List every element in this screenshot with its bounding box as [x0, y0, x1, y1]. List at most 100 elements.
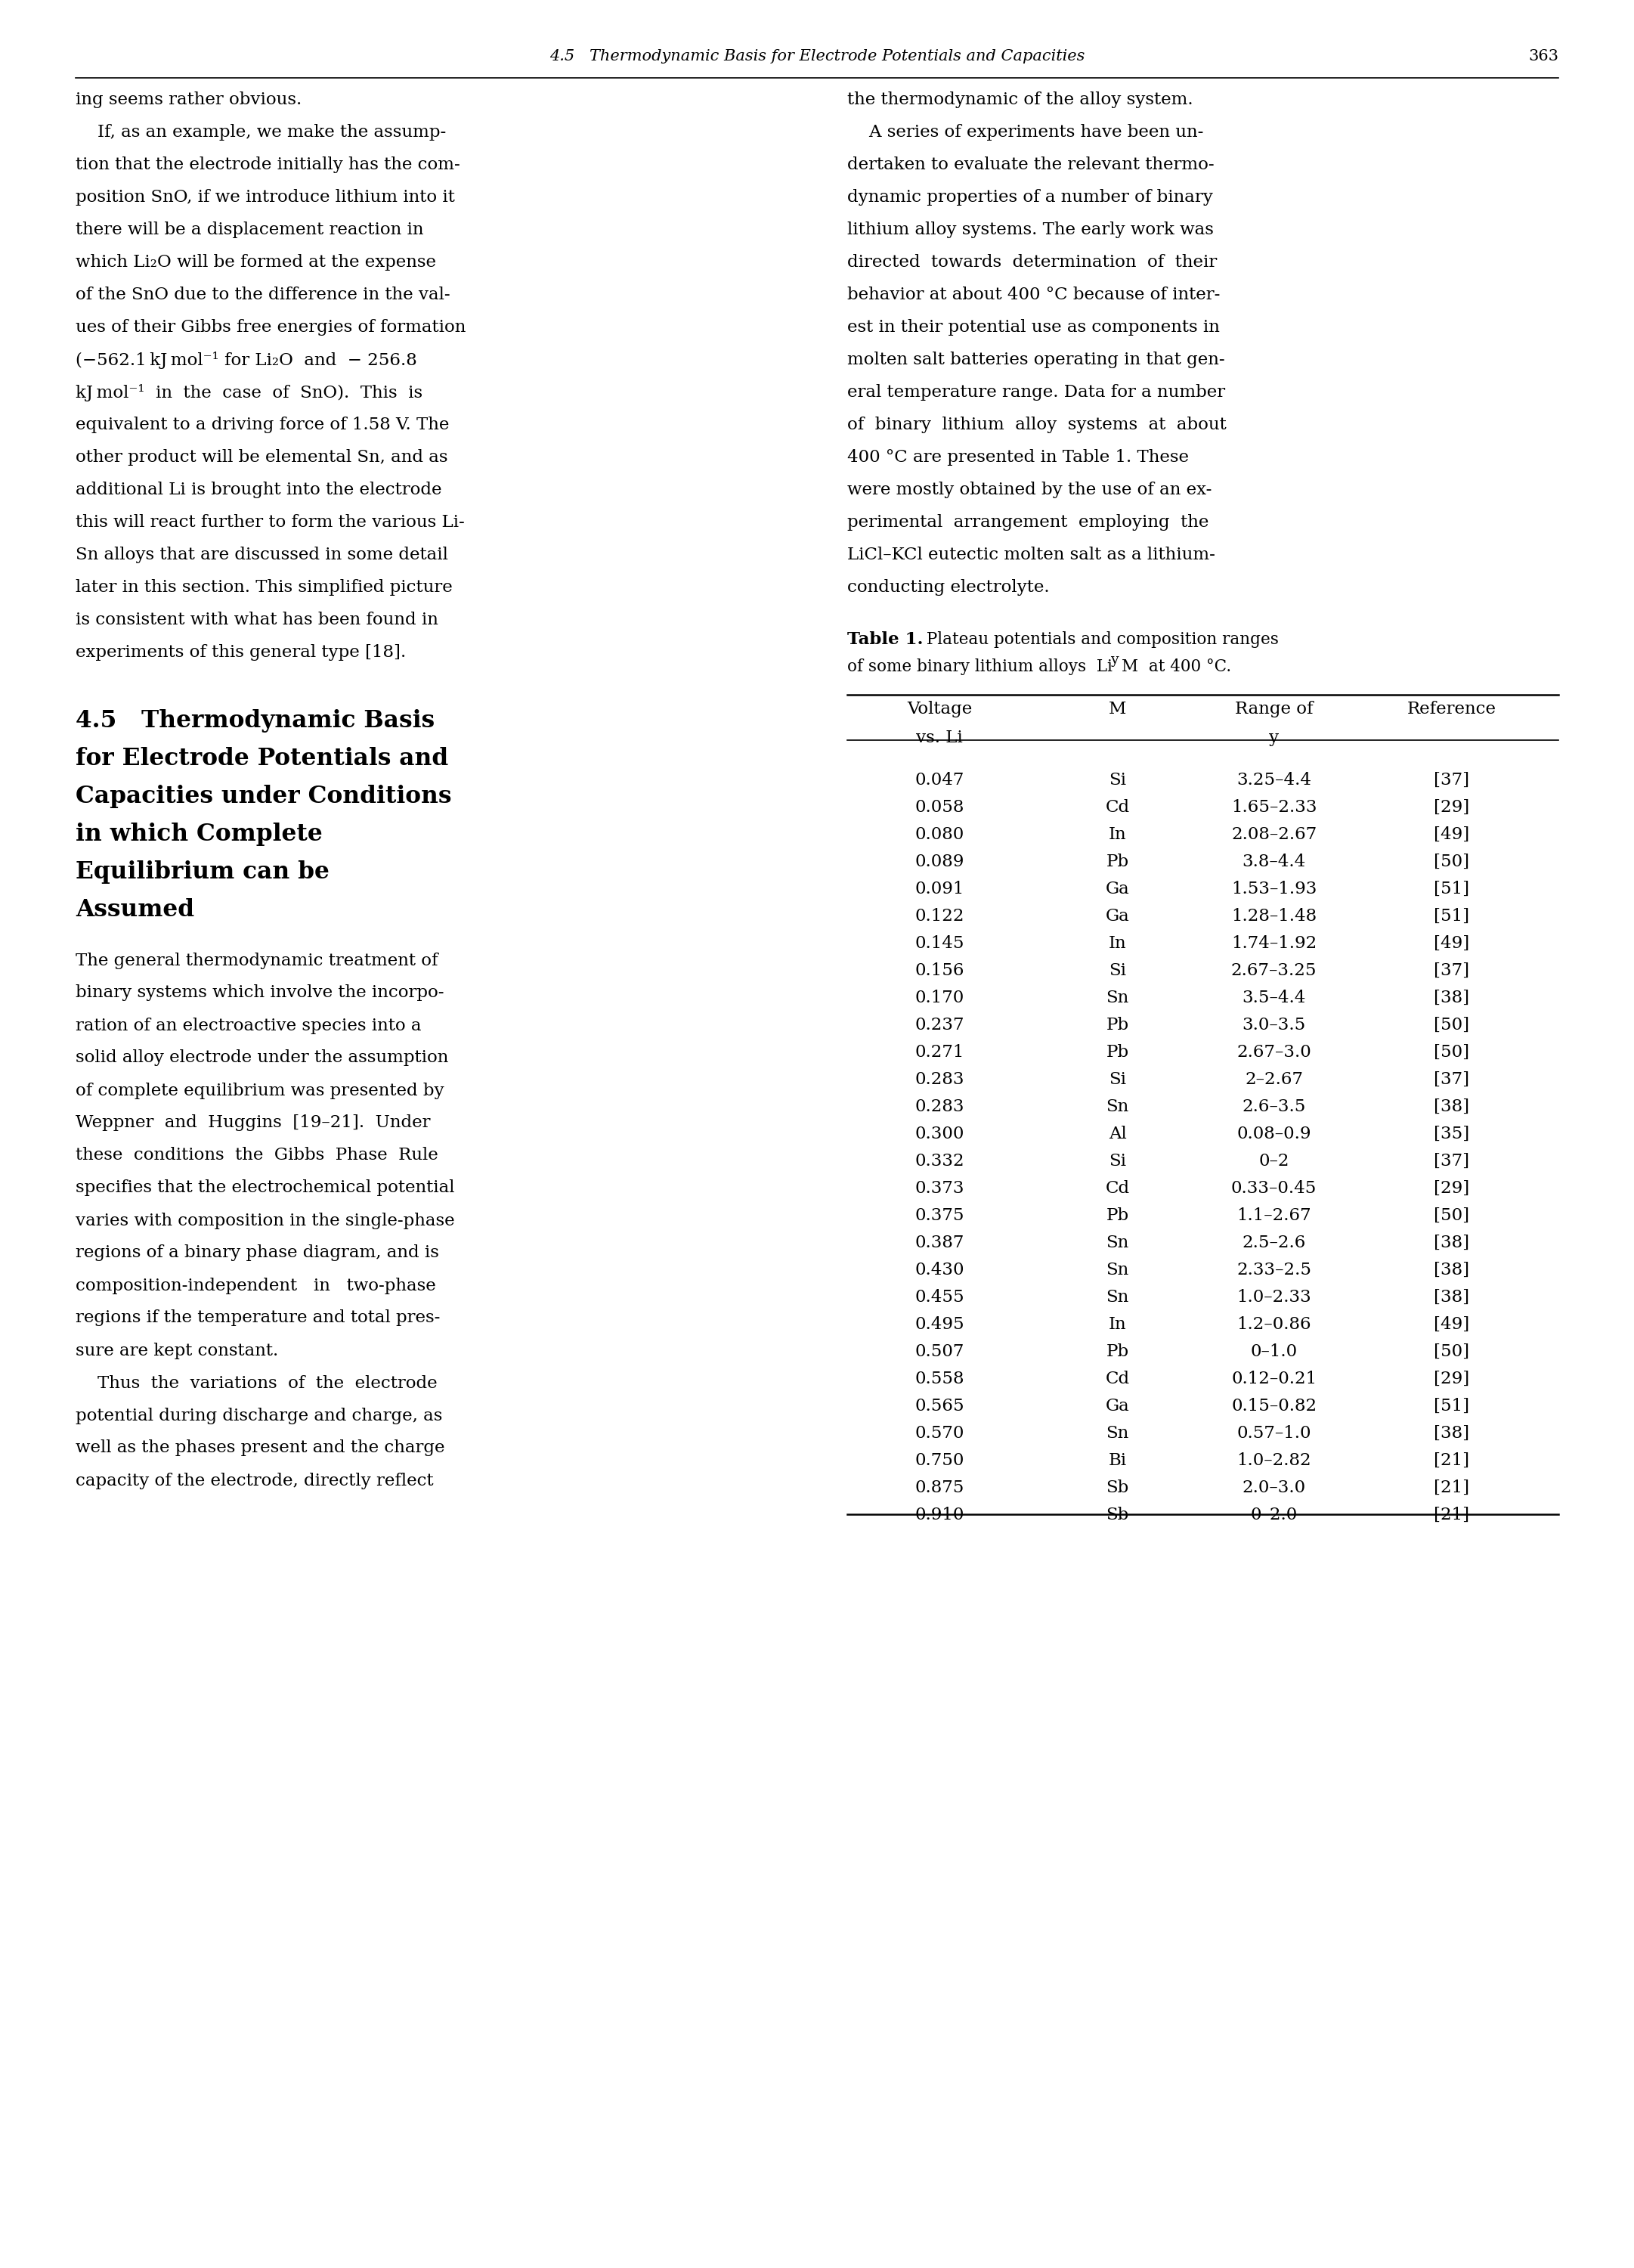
Text: Si: Si	[1109, 771, 1126, 789]
Text: [38]: [38]	[1435, 1424, 1469, 1442]
Text: [49]: [49]	[1435, 1315, 1469, 1334]
Text: later in this section. This simplified picture: later in this section. This simplified p…	[75, 578, 453, 596]
Text: In: In	[1108, 1315, 1126, 1334]
Text: Si: Si	[1109, 1070, 1126, 1089]
Text: [51]: [51]	[1435, 1397, 1469, 1415]
Text: Ga: Ga	[1106, 1397, 1129, 1415]
Text: [50]: [50]	[1435, 1207, 1469, 1225]
Text: 4.5   Thermodynamic Basis: 4.5 Thermodynamic Basis	[75, 710, 435, 733]
Text: Voltage: Voltage	[907, 701, 972, 717]
Text: ing seems rather obvious.: ing seems rather obvious.	[75, 91, 302, 109]
Text: 1.65–2.33: 1.65–2.33	[1230, 798, 1317, 816]
Text: sure are kept constant.: sure are kept constant.	[75, 1343, 278, 1359]
Text: [21]: [21]	[1435, 1452, 1469, 1470]
Text: position SnO, if we introduce lithium into it: position SnO, if we introduce lithium in…	[75, 188, 454, 206]
Text: perimental  arrangement  employing  the: perimental arrangement employing the	[848, 515, 1209, 531]
Text: Ga: Ga	[1106, 880, 1129, 898]
Text: the thermodynamic of the alloy system.: the thermodynamic of the alloy system.	[848, 91, 1193, 109]
Text: [49]: [49]	[1435, 826, 1469, 844]
Text: [29]: [29]	[1435, 1370, 1469, 1388]
Text: [37]: [37]	[1435, 1070, 1469, 1089]
Text: 3.5–4.4: 3.5–4.4	[1242, 989, 1306, 1007]
Text: 0.387: 0.387	[915, 1234, 964, 1252]
Text: (−562.1 kJ mol⁻¹ for Li₂O  and  − 256.8: (−562.1 kJ mol⁻¹ for Li₂O and − 256.8	[75, 352, 417, 370]
Text: tion that the electrode initially has the com-: tion that the electrode initially has th…	[75, 156, 461, 172]
Text: 0.145: 0.145	[915, 934, 964, 953]
Text: 0.332: 0.332	[915, 1152, 964, 1170]
Text: 4.5   Thermodynamic Basis for Electrode Potentials and Capacities: 4.5 Thermodynamic Basis for Electrode Po…	[549, 50, 1085, 64]
Text: [37]: [37]	[1435, 1152, 1469, 1170]
Text: The general thermodynamic treatment of: The general thermodynamic treatment of	[75, 953, 438, 968]
Text: Ga: Ga	[1106, 907, 1129, 925]
Text: M  at 400 °C.: M at 400 °C.	[1121, 658, 1232, 676]
Text: additional Li is brought into the electrode: additional Li is brought into the electr…	[75, 481, 441, 499]
Text: 0.375: 0.375	[915, 1207, 964, 1225]
Text: [37]: [37]	[1435, 962, 1469, 980]
Text: 0.373: 0.373	[915, 1179, 964, 1198]
Text: capacity of the electrode, directly reflect: capacity of the electrode, directly refl…	[75, 1472, 433, 1490]
Text: 0.15–0.82: 0.15–0.82	[1230, 1397, 1317, 1415]
Text: y: y	[1270, 730, 1279, 746]
Text: 1.0–2.82: 1.0–2.82	[1237, 1452, 1310, 1470]
Text: ues of their Gibbs free energies of formation: ues of their Gibbs free energies of form…	[75, 320, 466, 336]
Text: Thus  the  variations  of  the  electrode: Thus the variations of the electrode	[75, 1374, 438, 1390]
Text: Al: Al	[1108, 1125, 1126, 1143]
Text: [50]: [50]	[1435, 1343, 1469, 1361]
Text: 0.750: 0.750	[915, 1452, 964, 1470]
Text: molten salt batteries operating in that gen-: molten salt batteries operating in that …	[848, 352, 1226, 367]
Text: for Electrode Potentials and: for Electrode Potentials and	[75, 746, 448, 771]
Text: 0.455: 0.455	[915, 1288, 964, 1306]
Text: [50]: [50]	[1435, 1043, 1469, 1061]
Text: [38]: [38]	[1435, 1234, 1469, 1252]
Text: directed  towards  determination  of  their: directed towards determination of their	[848, 254, 1217, 270]
Text: kJ mol⁻¹  in  the  case  of  SnO).  This  is: kJ mol⁻¹ in the case of SnO). This is	[75, 383, 423, 401]
Text: there will be a displacement reaction in: there will be a displacement reaction in	[75, 222, 423, 238]
Text: 0–2: 0–2	[1258, 1152, 1289, 1170]
Text: [38]: [38]	[1435, 1288, 1469, 1306]
Text: 363: 363	[1528, 50, 1559, 64]
Text: this will react further to form the various Li-: this will react further to form the vari…	[75, 515, 464, 531]
Text: 0.237: 0.237	[915, 1016, 964, 1034]
Text: [51]: [51]	[1435, 880, 1469, 898]
Text: specifies that the electrochemical potential: specifies that the electrochemical poten…	[75, 1179, 454, 1198]
Text: Pb: Pb	[1106, 1016, 1129, 1034]
Text: [38]: [38]	[1435, 989, 1469, 1007]
Text: were mostly obtained by the use of an ex-: were mostly obtained by the use of an ex…	[848, 481, 1212, 499]
Text: 0.57–1.0: 0.57–1.0	[1237, 1424, 1310, 1442]
Text: Plateau potentials and composition ranges: Plateau potentials and composition range…	[922, 631, 1279, 649]
Text: other product will be elemental Sn, and as: other product will be elemental Sn, and …	[75, 449, 448, 465]
Text: in which Complete: in which Complete	[75, 823, 322, 846]
Text: 3.0–3.5: 3.0–3.5	[1242, 1016, 1306, 1034]
Text: 3.25–4.4: 3.25–4.4	[1237, 771, 1312, 789]
Text: [35]: [35]	[1435, 1125, 1469, 1143]
Text: 0.089: 0.089	[915, 853, 964, 871]
Text: Cd: Cd	[1105, 798, 1129, 816]
Text: LiCl–KCl eutectic molten salt as a lithium-: LiCl–KCl eutectic molten salt as a lithi…	[848, 547, 1216, 562]
Text: of the SnO due to the difference in the val-: of the SnO due to the difference in the …	[75, 286, 449, 304]
Text: [21]: [21]	[1435, 1479, 1469, 1497]
Text: Pb: Pb	[1106, 1207, 1129, 1225]
Text: [29]: [29]	[1435, 798, 1469, 816]
Text: 2.33–2.5: 2.33–2.5	[1237, 1261, 1312, 1279]
Text: Cd: Cd	[1105, 1179, 1129, 1198]
Text: 2.0–3.0: 2.0–3.0	[1242, 1479, 1306, 1497]
Text: potential during discharge and charge, as: potential during discharge and charge, a…	[75, 1406, 443, 1424]
Text: Sn: Sn	[1106, 1424, 1129, 1442]
Text: 0.080: 0.080	[915, 826, 964, 844]
Text: of some binary lithium alloys  Li: of some binary lithium alloys Li	[848, 658, 1113, 676]
Text: of  binary  lithium  alloy  systems  at  about: of binary lithium alloy systems at about	[848, 417, 1227, 433]
Text: regions if the temperature and total pres-: regions if the temperature and total pre…	[75, 1311, 440, 1327]
Text: 0.08–0.9: 0.08–0.9	[1237, 1125, 1310, 1143]
Text: 1.74–1.92: 1.74–1.92	[1230, 934, 1317, 953]
Text: 2.5–2.6: 2.5–2.6	[1242, 1234, 1306, 1252]
Text: lithium alloy systems. The early work was: lithium alloy systems. The early work wa…	[848, 222, 1214, 238]
Text: 3.8–4.4: 3.8–4.4	[1242, 853, 1306, 871]
Text: Sn: Sn	[1106, 1234, 1129, 1252]
Text: Sn alloys that are discussed in some detail: Sn alloys that are discussed in some det…	[75, 547, 448, 562]
Text: Sn: Sn	[1106, 1288, 1129, 1306]
Text: 0.507: 0.507	[915, 1343, 964, 1361]
Text: of complete equilibrium was presented by: of complete equilibrium was presented by	[75, 1082, 444, 1100]
Text: behavior at about 400 °C because of inter-: behavior at about 400 °C because of inte…	[848, 286, 1221, 304]
Text: 0.283: 0.283	[915, 1070, 964, 1089]
Text: well as the phases present and the charge: well as the phases present and the charg…	[75, 1440, 444, 1456]
